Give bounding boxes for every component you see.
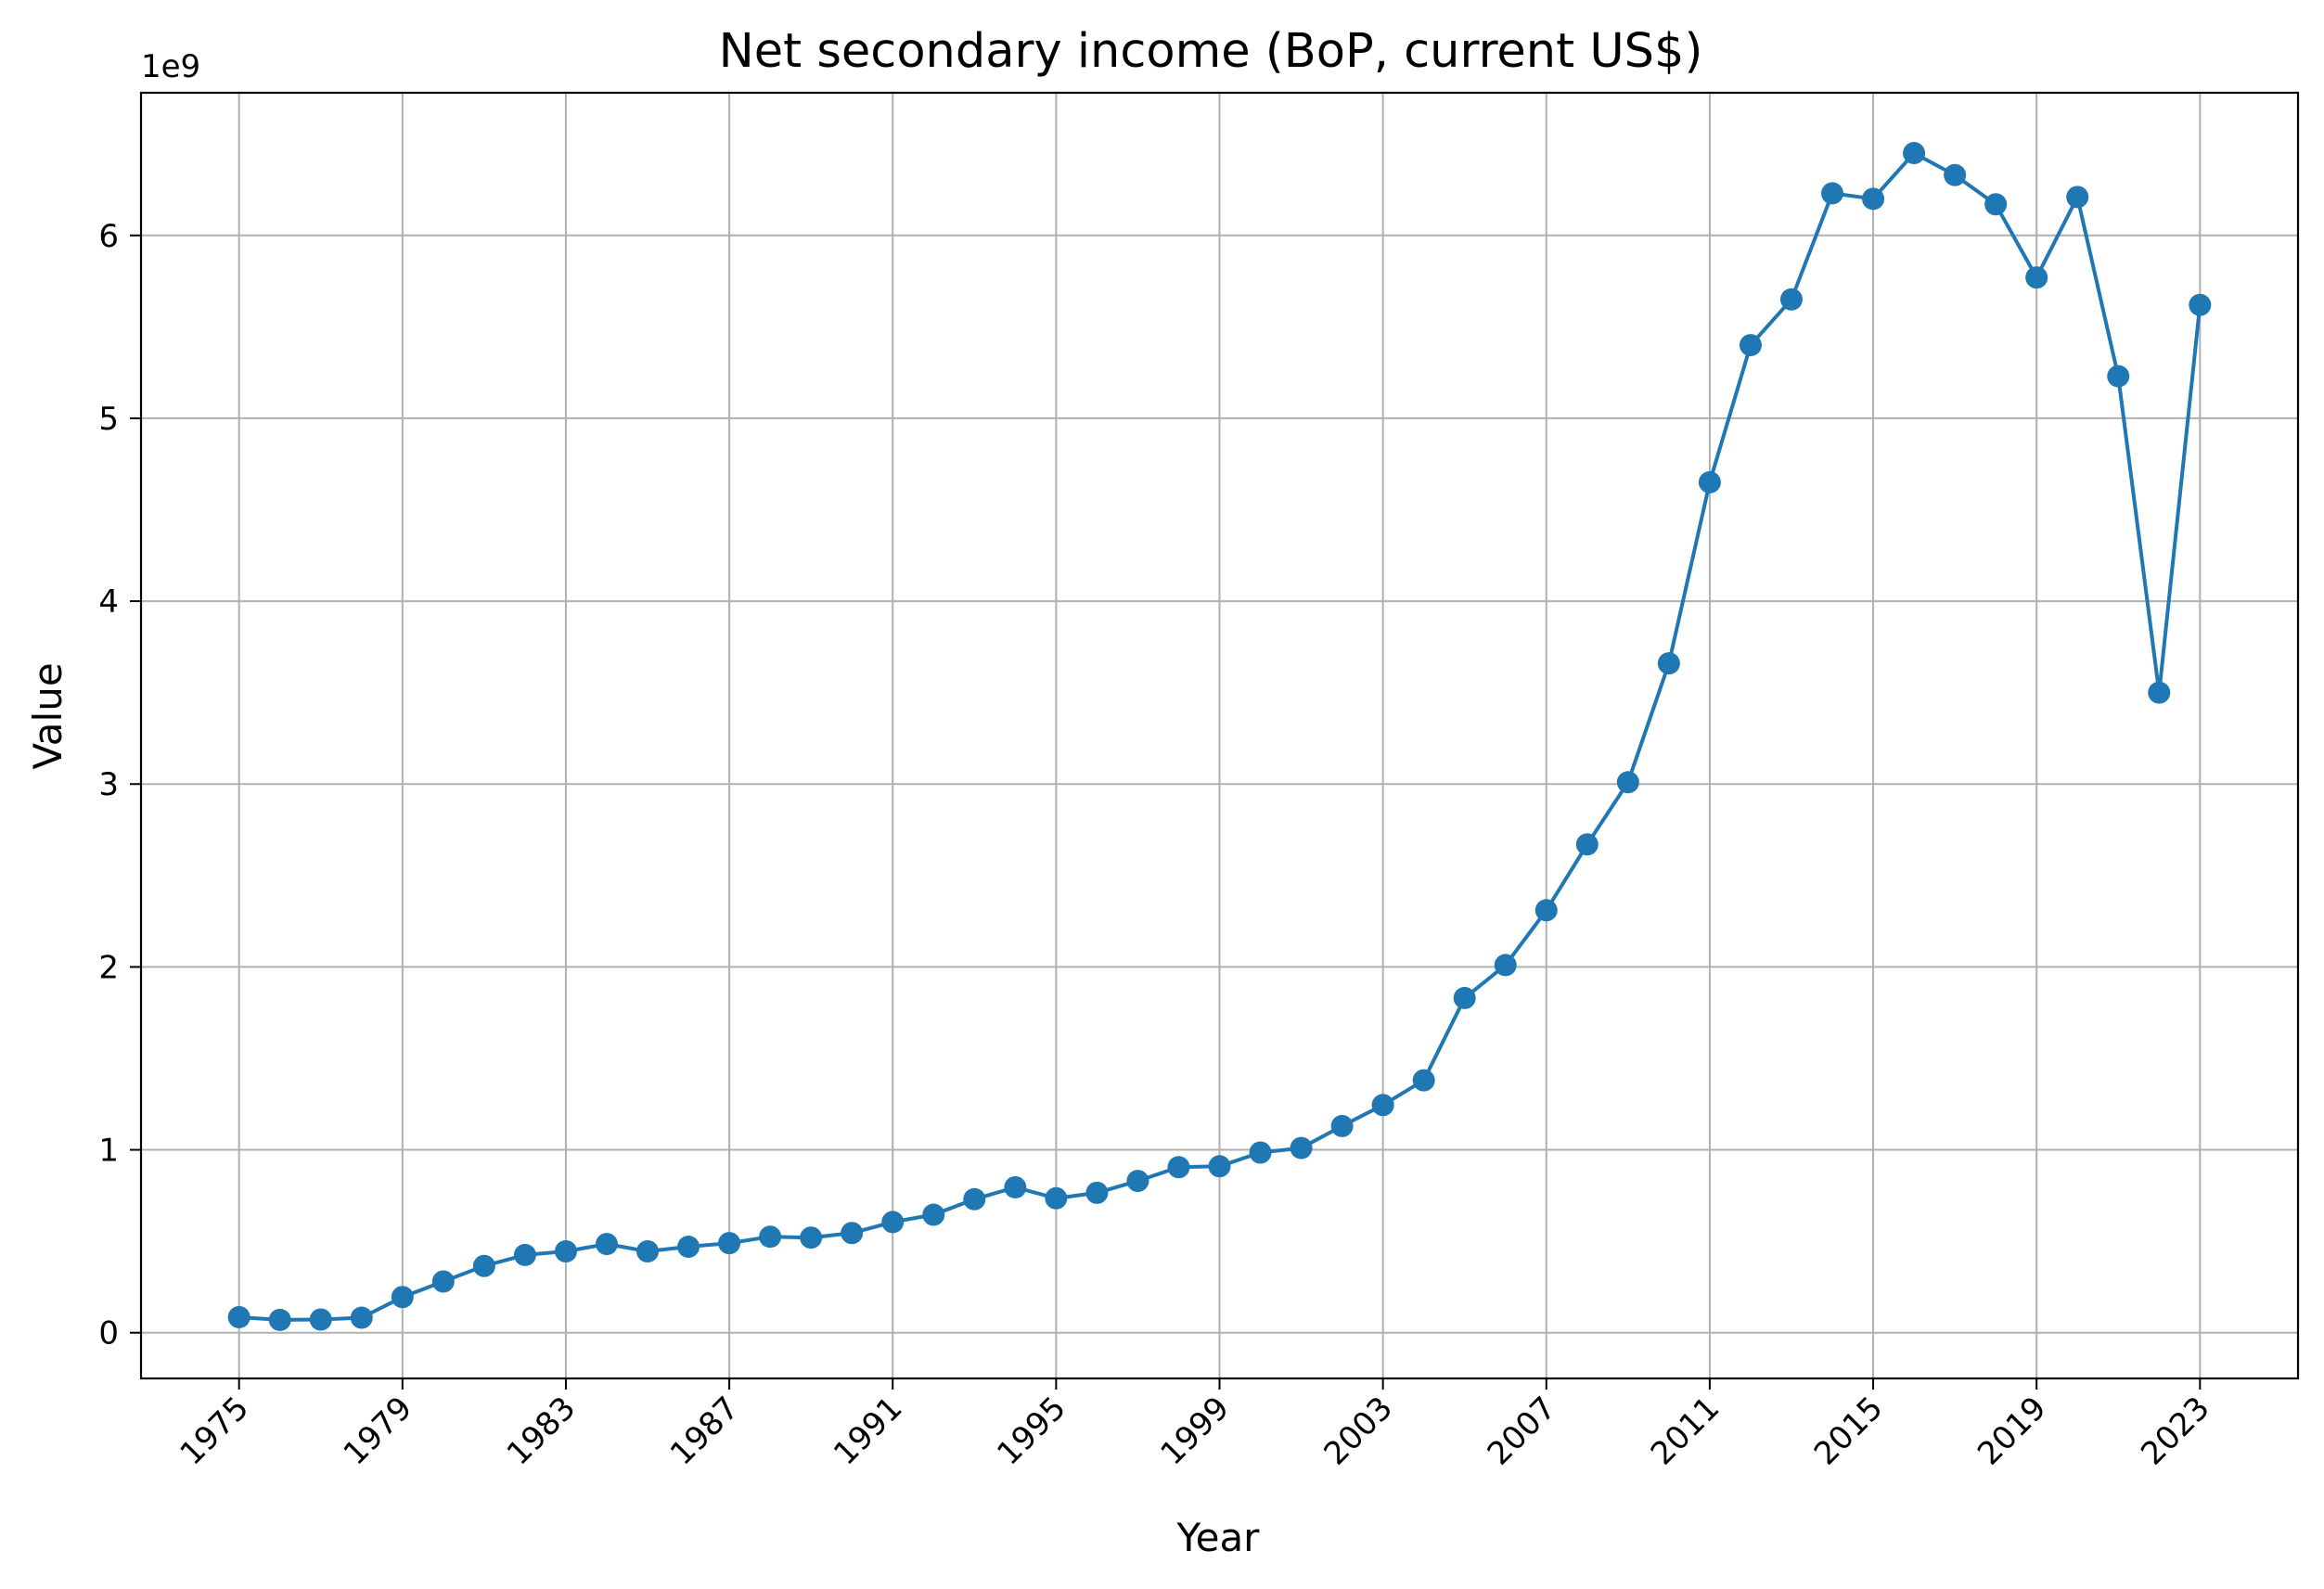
y-tick-label: 5: [98, 401, 119, 438]
data-point: [677, 1236, 700, 1259]
data-point: [922, 1203, 945, 1226]
x-axis-label: Year: [1176, 1515, 1261, 1560]
data-point: [431, 1270, 455, 1293]
data-point: [513, 1243, 536, 1266]
data-point: [554, 1239, 577, 1262]
y-tick-labels: 0 1 2 3 4 5 6: [98, 218, 119, 1352]
data-point: [1821, 182, 1844, 205]
data-point: [800, 1226, 823, 1249]
data-point: [2066, 186, 2089, 209]
chart-title: Net secondary income (BoP, current US$): [719, 24, 1703, 79]
data-point: [1862, 187, 1885, 211]
data-point: [1208, 1155, 1231, 1178]
data-point: [1739, 334, 1762, 357]
y-axis-label: Value: [25, 662, 71, 769]
y-tick-label: 0: [98, 1315, 119, 1352]
data-point: [1290, 1136, 1313, 1160]
data-point: [841, 1222, 864, 1245]
data-point: [309, 1308, 332, 1331]
data-point: [1616, 771, 1639, 794]
data-point: [1944, 163, 1967, 186]
data-point: [1494, 954, 1517, 977]
data-point: [1453, 986, 1476, 1009]
data-point: [2025, 266, 2048, 289]
data-point: [1330, 1114, 1354, 1137]
data-point: [391, 1286, 414, 1309]
y-tick-label: 6: [98, 218, 119, 255]
grid-lines: [141, 93, 2298, 1378]
data-point: [227, 1305, 250, 1328]
data-point: [636, 1239, 660, 1262]
data-point: [595, 1233, 618, 1256]
y-tick-label: 3: [98, 766, 119, 803]
y-offset-label: 1e9: [141, 48, 200, 85]
data-point: [1126, 1170, 1149, 1193]
data-point: [1045, 1186, 1068, 1210]
y-tick-label: 2: [98, 949, 119, 986]
data-point: [2189, 293, 2212, 316]
data-point: [1534, 899, 1558, 922]
data-point: [1371, 1094, 1394, 1117]
data-point: [2148, 681, 2171, 704]
data-point: [1575, 833, 1599, 856]
series-layer: [227, 142, 2212, 1331]
data-point: [2107, 365, 2130, 388]
data-point: [350, 1306, 373, 1329]
data-point: [1249, 1141, 1272, 1164]
data-point: [963, 1187, 986, 1211]
data-point: [1085, 1181, 1109, 1204]
data-point: [1167, 1156, 1190, 1179]
data-point: [268, 1308, 291, 1331]
data-point: [1779, 288, 1803, 311]
y-tick-label: 4: [98, 583, 119, 621]
tick-marks: [130, 234, 2202, 1390]
data-point: [1657, 652, 1680, 675]
y-tick-label: 1: [98, 1133, 119, 1170]
data-point: [1004, 1175, 1027, 1198]
data-point: [1903, 142, 1926, 165]
data-point: [1984, 193, 2008, 216]
data-point: [759, 1225, 782, 1249]
data-point: [881, 1211, 905, 1234]
data-point: [472, 1254, 495, 1277]
data-point: [1412, 1069, 1435, 1092]
data-point: [718, 1232, 741, 1255]
data-point: [1698, 470, 1721, 493]
